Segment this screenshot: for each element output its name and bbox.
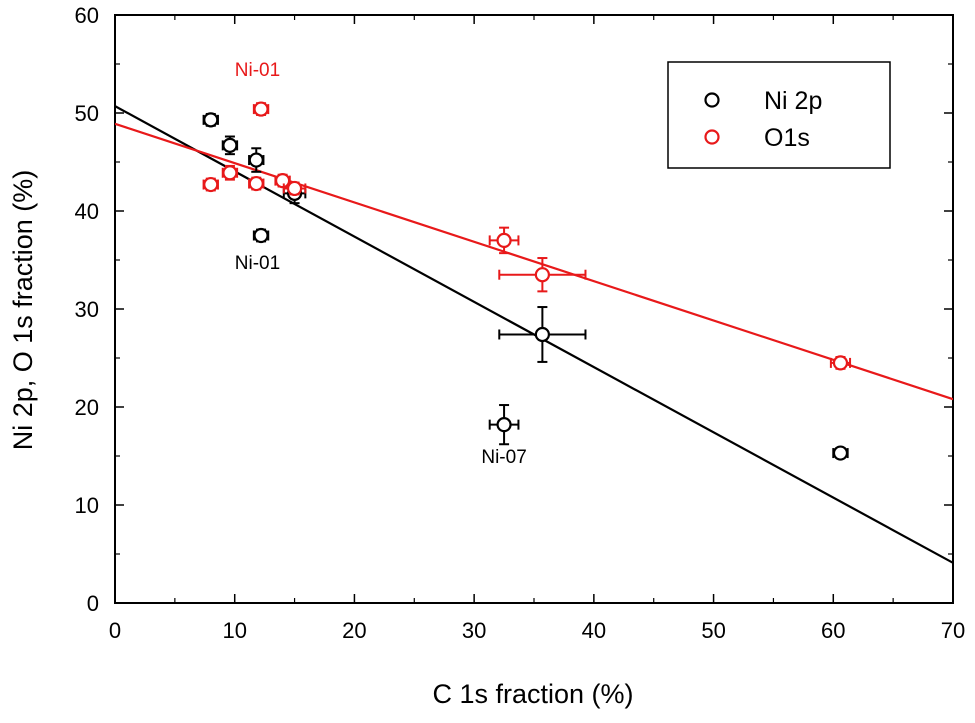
- point-marker: [222, 165, 238, 181]
- y-tick-label: 20: [75, 395, 99, 420]
- point-marker: [275, 173, 291, 189]
- point-marker: [832, 355, 849, 371]
- y-axis-title: Ni 2p, O 1s fraction (%): [8, 170, 38, 451]
- data-point-1: [248, 175, 265, 192]
- data-point-1: [274, 173, 291, 189]
- legend-label: O1s: [764, 124, 810, 152]
- y-tick-label: 40: [75, 199, 99, 224]
- x-tick-label: 20: [342, 618, 366, 643]
- data-point-0: [832, 445, 849, 461]
- x-tick-label: 30: [462, 618, 486, 643]
- x-tick-label: 40: [582, 618, 606, 643]
- data-point-1: [202, 176, 219, 193]
- point-marker: [203, 176, 219, 193]
- point-annotation: Ni-07: [481, 447, 526, 468]
- legend-box: [667, 61, 891, 169]
- data-point-0: [488, 404, 520, 446]
- data-point-0: [221, 135, 239, 156]
- data-point-0: [202, 112, 219, 128]
- legend-marker: [704, 129, 720, 145]
- point-marker: [253, 227, 269, 244]
- point-marker: [248, 175, 264, 192]
- point-marker: [286, 180, 303, 197]
- data-point-1: [488, 226, 520, 255]
- x-tick-label: 70: [941, 618, 965, 643]
- point-marker: [496, 417, 512, 433]
- x-tick-label: 10: [222, 618, 246, 643]
- y-tick-label: 0: [87, 591, 99, 616]
- data-point-0: [498, 306, 587, 363]
- point-marker: [248, 152, 264, 168]
- legend-label: Ni 2p: [764, 87, 822, 115]
- point-annotation: Ni-01: [235, 253, 280, 274]
- data-point-1: [282, 180, 307, 197]
- y-tick-label: 60: [75, 3, 99, 28]
- point-marker: [253, 101, 269, 117]
- x-axis-title: C 1s fraction (%): [432, 679, 633, 709]
- y-tick-label: 10: [75, 493, 99, 518]
- data-point-0: [248, 147, 265, 173]
- point-marker: [534, 326, 550, 343]
- y-tick-label: 30: [75, 297, 99, 322]
- point-marker: [832, 445, 849, 461]
- point-marker: [496, 232, 512, 248]
- x-tick-label: 0: [109, 618, 121, 643]
- point-annotation: Ni-01: [235, 60, 280, 81]
- point-marker: [534, 267, 550, 283]
- data-point-1: [829, 355, 852, 371]
- data-point-0: [252, 227, 270, 244]
- y-tick-label: 50: [75, 101, 99, 126]
- data-point-1: [252, 101, 270, 117]
- fit-line-1: [115, 122, 953, 401]
- point-marker: [222, 137, 238, 153]
- legend-marker: [704, 92, 720, 108]
- data-point-1: [221, 164, 239, 181]
- point-marker: [203, 112, 219, 128]
- x-tick-label: 60: [821, 618, 845, 643]
- data-point-1: [498, 257, 587, 293]
- x-tick-label: 50: [701, 618, 725, 643]
